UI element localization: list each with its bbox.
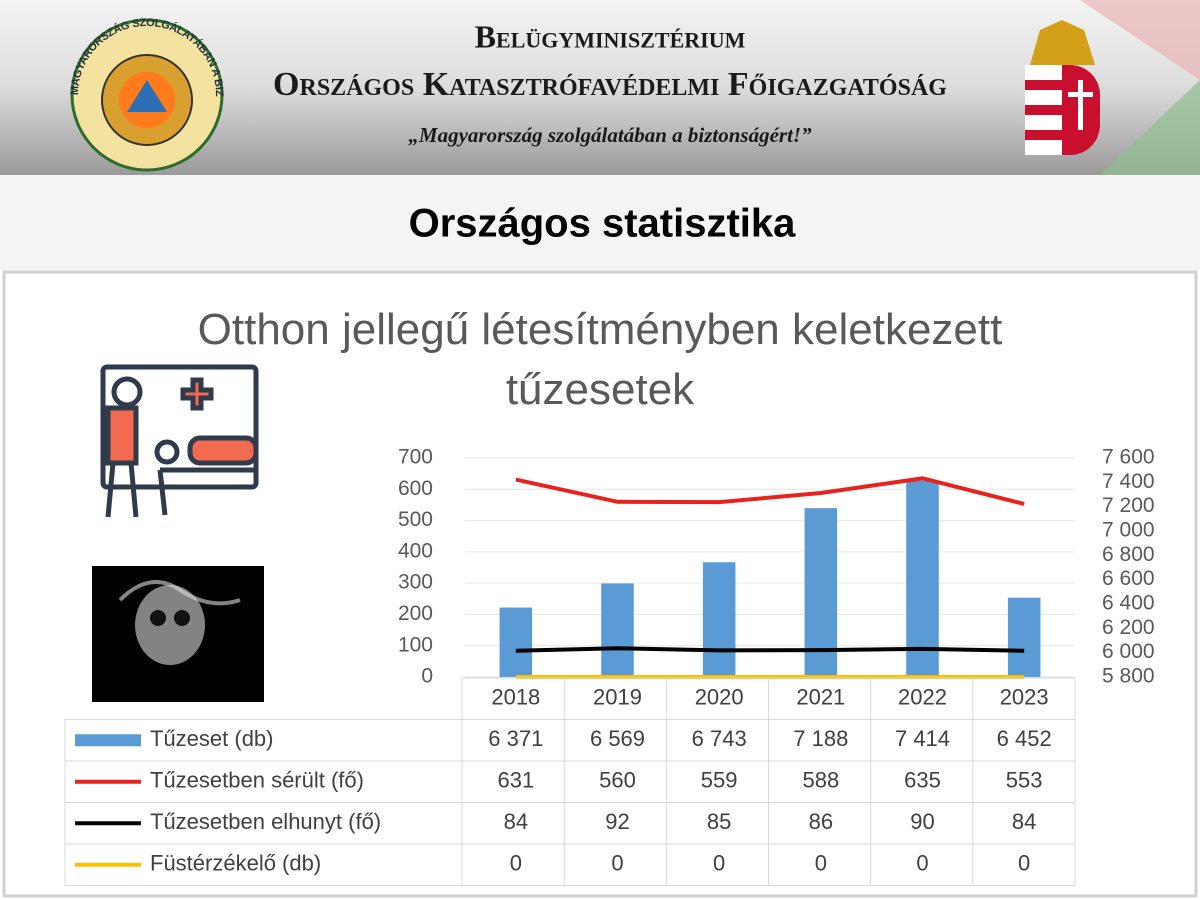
y-tick-label: 300 <box>398 571 433 594</box>
table-value: 84 <box>504 809 528 834</box>
agency: Országos Katasztrófavédelmi Főigazgatósá… <box>273 66 947 103</box>
y-tick-label: 700 <box>398 446 433 469</box>
bar <box>601 583 634 677</box>
y-tick-label: 100 <box>398 633 433 656</box>
ministry: Belügyminisztérium <box>475 18 746 54</box>
table-value: 0 <box>510 851 522 876</box>
table-value: 631 <box>497 768 534 793</box>
table-value: 0 <box>611 851 623 876</box>
y-tick-label: 400 <box>398 539 433 562</box>
line <box>515 646 1025 653</box>
x-tick-label: 2019 <box>593 685 642 710</box>
x-tick-label: 2021 <box>796 685 845 710</box>
bar <box>906 480 939 677</box>
chart-title: Otthon jellegű létesítményben keletkezet… <box>197 305 1003 414</box>
smoke-image <box>92 566 264 702</box>
table-value: 559 <box>701 768 738 793</box>
table-value: 6 452 <box>997 726 1052 751</box>
table-value: 7 188 <box>793 726 848 751</box>
flag-green <box>1100 80 1200 175</box>
table-value: 0 <box>815 851 827 876</box>
legend-label: Tűzesetben sérült (fő) <box>150 768 364 793</box>
legend-label: Tűzesetben elhunyt (fő) <box>150 809 381 834</box>
legend-label: Füstérzékelő (db) <box>150 851 321 876</box>
y2-tick-label: 6 400 <box>1102 592 1155 615</box>
line <box>515 476 1025 506</box>
y-tick-label: 500 <box>398 508 433 531</box>
page-title: Országos statisztika <box>409 202 797 246</box>
motto: „Magyarország szolgálatában a biztonságé… <box>408 123 812 147</box>
y2-tick-label: 7 400 <box>1102 470 1155 493</box>
x-tick-label: 2018 <box>491 685 540 710</box>
y2-tick-label: 6 800 <box>1102 543 1155 566</box>
y2-tick-label: 5 800 <box>1102 665 1155 688</box>
legend-swatch <box>75 734 141 747</box>
coat-of-arms <box>1025 20 1100 155</box>
table-value: 86 <box>809 809 833 834</box>
flag-red <box>1080 0 1200 80</box>
table-value: 553 <box>1006 768 1043 793</box>
table-value: 7 414 <box>895 726 950 751</box>
table-value: 635 <box>904 768 941 793</box>
y2-tick-label: 7 000 <box>1102 519 1155 542</box>
nurse-icon <box>100 364 259 518</box>
y2-tick-label: 7 600 <box>1102 446 1155 469</box>
y2-tick-label: 7 200 <box>1102 494 1155 517</box>
y-tick-label: 200 <box>398 602 433 625</box>
table-value: 90 <box>910 809 934 834</box>
x-tick-label: 2020 <box>695 685 744 710</box>
y2-tick-label: 6 000 <box>1102 640 1155 663</box>
x-tick-label: 2022 <box>898 685 947 710</box>
table-value: 560 <box>599 768 636 793</box>
bar <box>499 607 533 677</box>
bar <box>1007 597 1041 677</box>
y2-tick-label: 6 600 <box>1102 567 1155 590</box>
table-value: 0 <box>1018 851 1030 876</box>
table-value: 0 <box>713 851 725 876</box>
table-value: 6 569 <box>590 726 645 751</box>
table-value: 0 <box>916 851 928 876</box>
bar <box>702 562 736 677</box>
title-band <box>0 175 1200 270</box>
table-value: 588 <box>802 768 839 793</box>
table-value: 84 <box>1012 809 1036 834</box>
y-tick-label: 600 <box>398 477 433 500</box>
table-value: 92 <box>605 809 629 834</box>
table-value: 6 371 <box>488 726 543 751</box>
y-tick-label: 0 <box>421 665 433 688</box>
x-tick-label: 2023 <box>1000 685 1049 710</box>
legend-label: Tűzeset (db) <box>150 726 274 751</box>
y2-tick-label: 6 200 <box>1102 616 1155 639</box>
table-value: 85 <box>707 809 731 834</box>
table-value: 6 743 <box>692 726 747 751</box>
